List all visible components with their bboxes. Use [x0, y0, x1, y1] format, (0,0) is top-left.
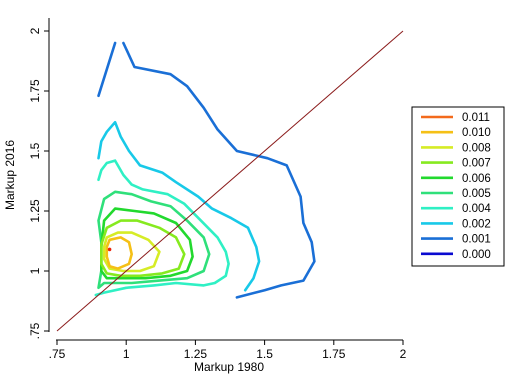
x-tick-label: 1.25: [184, 347, 208, 361]
contour-line-0-001: [97, 41, 117, 98]
y-tick-label: 1: [28, 267, 42, 274]
y-axis-title: Markup 2016: [3, 140, 17, 210]
contour-line-0-007: [100, 219, 186, 278]
legend-label: 0.007: [462, 158, 491, 170]
peak-point: [107, 247, 112, 252]
contour-line-0-001: [122, 41, 316, 299]
legend: 0.011 0.010 0.008 0.007 0.006 0.005 0.004 0.002…: [411, 106, 505, 267]
legend-label: 0.006: [462, 173, 491, 185]
contour-line-0-006: [100, 207, 194, 280]
legend-label: 0.001: [462, 234, 491, 246]
y-tick-label: 1.5: [28, 142, 42, 159]
x-tick-label: 2: [400, 347, 407, 361]
plot-area: .75 1 1.25 1.5 1.75 2 .75 1 1.25 1.5 1.75 2: [28, 18, 407, 361]
legend-label: 0.010: [462, 127, 491, 139]
x-tick-label: 1.5: [256, 347, 273, 361]
legend-label: 0.008: [462, 142, 491, 154]
legend-label: 0.002: [462, 218, 491, 230]
x-tick-label: .75: [49, 347, 66, 361]
legend-label: 0.000: [462, 249, 491, 261]
y-tick-label: 2: [28, 27, 42, 34]
contour-line-0-002: [97, 120, 261, 292]
legend-label: 0.011: [462, 112, 490, 124]
y-axis-ticks: .75 1 1.25 1.5 1.75 2: [28, 27, 49, 339]
legend-label: 0.004: [462, 203, 491, 215]
legend-items: 0.011 0.010 0.008 0.007 0.006 0.005 0.004 0.002…: [421, 112, 491, 261]
x-axis-title: Markup 1980: [194, 360, 264, 374]
contour-line-0-010: [105, 236, 133, 270]
contour-lines: [94, 41, 316, 299]
x-tick-label: 1: [123, 347, 130, 361]
y-tick-label: 1.25: [28, 199, 42, 223]
contour-line-0-004: [94, 159, 230, 297]
contour-line-0-005: [97, 190, 211, 290]
contour-line-0-008: [102, 231, 161, 273]
x-axis-ticks: .75 1 1.25 1.5 1.75 2: [49, 340, 407, 361]
legend-label: 0.005: [462, 188, 491, 200]
y-tick-label: .75: [28, 322, 42, 339]
x-tick-label: 1.75: [322, 347, 346, 361]
y-tick-label: 1.75: [28, 79, 42, 103]
reference-45-degree-line: [56, 30, 404, 332]
